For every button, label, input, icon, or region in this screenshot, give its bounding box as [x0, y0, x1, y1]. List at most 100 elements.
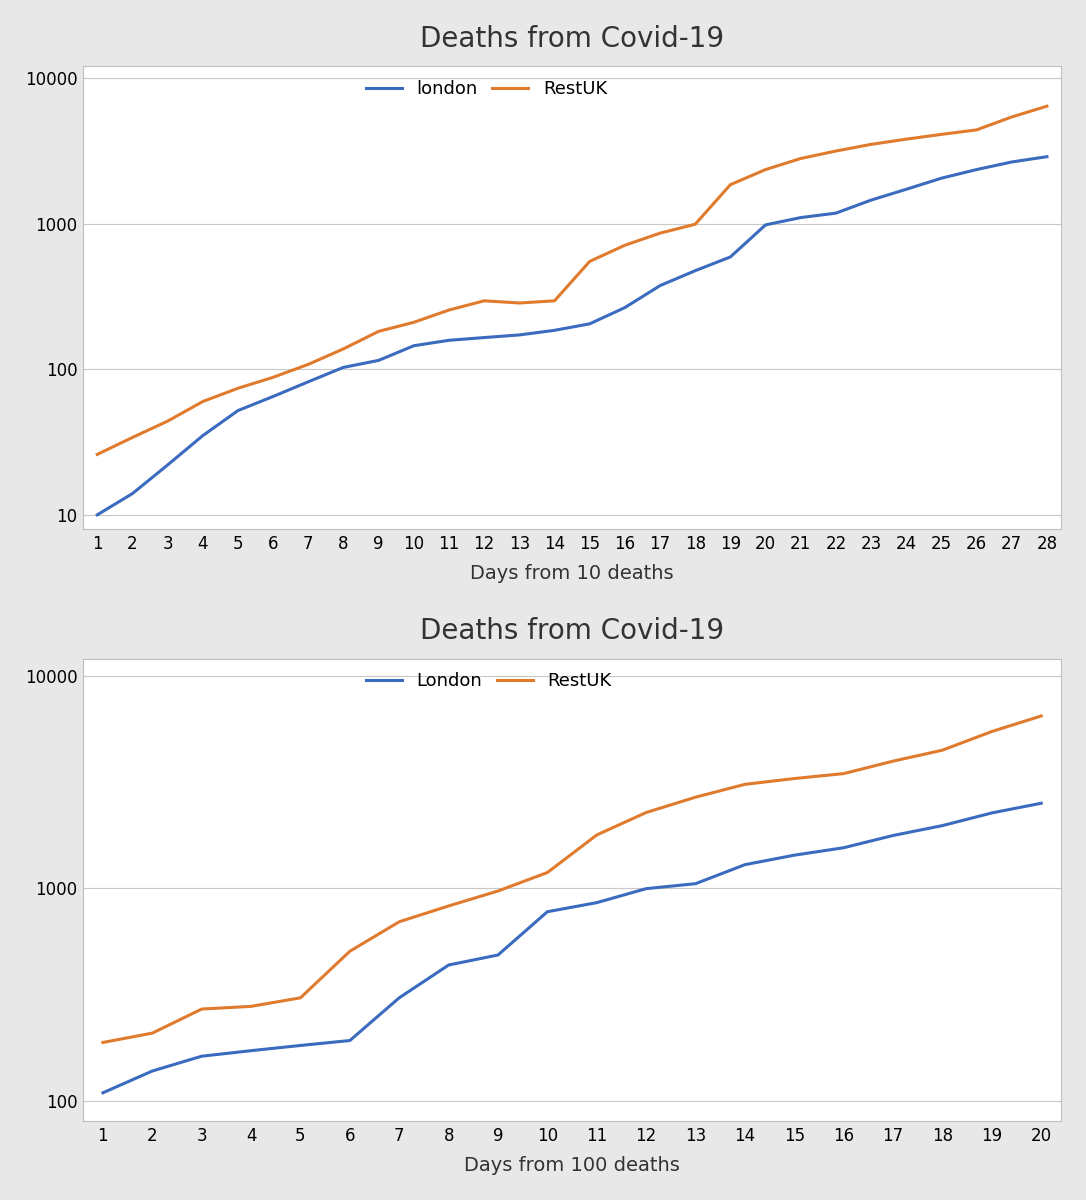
London: [1035, 796, 1048, 810]
london: [197, 428, 210, 443]
Line: RestUK: RestUK: [98, 107, 1047, 455]
RestUK: [689, 217, 702, 232]
RestUK: [97, 1036, 110, 1050]
Legend: London, RestUK: London, RestUK: [366, 672, 611, 690]
X-axis label: Days from 100 deaths: Days from 100 deaths: [464, 1156, 680, 1175]
london: [548, 323, 561, 337]
London: [195, 1049, 209, 1063]
london: [442, 334, 455, 348]
London: [146, 1064, 159, 1079]
RestUK: [266, 370, 279, 384]
London: [640, 882, 653, 896]
RestUK: [195, 1002, 209, 1016]
london: [759, 217, 772, 232]
london: [618, 300, 631, 314]
london: [91, 508, 104, 522]
RestUK: [985, 725, 998, 739]
London: [837, 840, 850, 854]
london: [478, 330, 491, 344]
RestUK: [864, 137, 877, 151]
RestUK: [548, 294, 561, 308]
London: [343, 1033, 356, 1048]
London: [936, 818, 949, 833]
RestUK: [591, 828, 604, 842]
RestUK: [1006, 109, 1019, 124]
RestUK: [197, 395, 210, 409]
RestUK: [146, 1026, 159, 1040]
london: [126, 486, 139, 500]
RestUK: [886, 754, 899, 768]
London: [541, 905, 554, 919]
Legend: london, RestUK: london, RestUK: [366, 80, 607, 98]
Line: london: london: [98, 157, 1047, 515]
london: [1040, 150, 1053, 164]
RestUK: [91, 448, 104, 462]
RestUK: [837, 767, 850, 781]
london: [583, 317, 596, 331]
london: [830, 206, 843, 221]
london: [407, 338, 420, 353]
London: [985, 805, 998, 820]
RestUK: [787, 772, 800, 786]
london: [372, 353, 386, 367]
RestUK: [654, 226, 667, 240]
london: [302, 374, 315, 389]
X-axis label: Days from 10 deaths: Days from 10 deaths: [470, 564, 674, 583]
RestUK: [794, 151, 807, 166]
london: [513, 328, 526, 342]
london: [864, 193, 877, 208]
RestUK: [541, 865, 554, 880]
London: [492, 948, 505, 962]
London: [393, 990, 406, 1004]
RestUK: [513, 295, 526, 310]
RestUK: [759, 162, 772, 176]
London: [689, 876, 702, 890]
RestUK: [1040, 100, 1053, 114]
RestUK: [161, 414, 174, 428]
RestUK: [830, 144, 843, 158]
RestUK: [442, 302, 455, 317]
london: [337, 360, 350, 374]
RestUK: [393, 914, 406, 929]
london: [654, 278, 667, 293]
RestUK: [343, 944, 356, 959]
RestUK: [935, 127, 948, 142]
RestUK: [618, 238, 631, 252]
London: [591, 895, 604, 910]
london: [1006, 155, 1019, 169]
London: [886, 828, 899, 842]
London: [244, 1044, 257, 1058]
London: [442, 958, 455, 972]
London: [787, 848, 800, 863]
london: [161, 457, 174, 472]
RestUK: [738, 778, 752, 792]
RestUK: [1035, 709, 1048, 724]
RestUK: [478, 294, 491, 308]
london: [935, 172, 948, 186]
RestUK: [294, 990, 307, 1004]
RestUK: [244, 1000, 257, 1014]
london: [689, 264, 702, 278]
RestUK: [231, 382, 244, 396]
Line: London: London: [103, 803, 1041, 1093]
london: [231, 403, 244, 418]
London: [97, 1086, 110, 1100]
RestUK: [372, 324, 386, 338]
London: [738, 858, 752, 872]
RestUK: [724, 178, 737, 192]
Title: Deaths from Covid-19: Deaths from Covid-19: [420, 617, 724, 646]
RestUK: [492, 883, 505, 898]
RestUK: [640, 805, 653, 820]
London: [294, 1038, 307, 1052]
RestUK: [936, 743, 949, 757]
RestUK: [337, 342, 350, 356]
RestUK: [583, 254, 596, 269]
london: [266, 389, 279, 403]
RestUK: [442, 899, 455, 913]
RestUK: [126, 431, 139, 445]
london: [899, 182, 912, 197]
london: [724, 250, 737, 264]
RestUK: [407, 316, 420, 330]
Title: Deaths from Covid-19: Deaths from Covid-19: [420, 25, 724, 53]
RestUK: [689, 790, 702, 804]
